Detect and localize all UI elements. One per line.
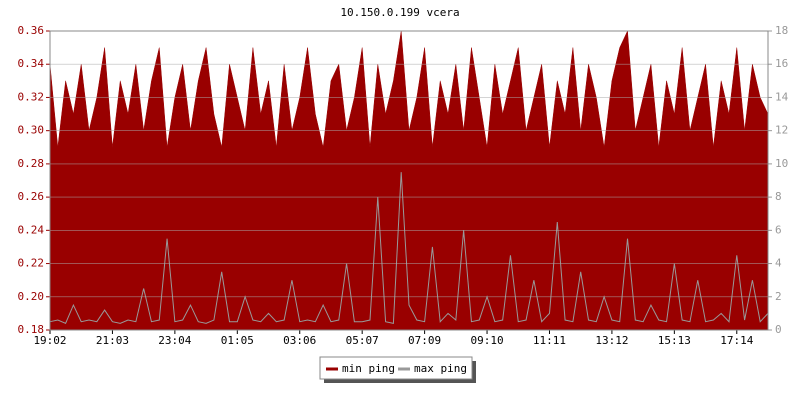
y2-tick-label: 8	[775, 190, 782, 203]
x-tick-label: 05:07	[346, 334, 379, 347]
x-tick-label: 11:11	[533, 334, 566, 347]
legend-box	[319, 356, 473, 380]
x-tick-label: 19:02	[33, 334, 66, 347]
y2-tick-label: 18	[775, 24, 788, 37]
y-tick-label: 0.22	[18, 257, 45, 270]
y2-tick-label: 4	[775, 257, 782, 270]
y2-tick-label: 6	[775, 223, 782, 236]
y-tick-label: 0.30	[18, 124, 45, 137]
x-tick-label: 21:03	[96, 334, 129, 347]
y-tick-label: 0.34	[18, 57, 45, 70]
x-tick-label: 13:12	[595, 334, 628, 347]
y2-tick-label: 10	[775, 157, 788, 170]
y2-tick-label: 16	[775, 57, 788, 70]
legend: min ping max ping	[319, 356, 476, 383]
y-tick-label: 0.28	[18, 157, 45, 170]
x-tick-label: 09:10	[470, 334, 503, 347]
line	[49, 172, 769, 325]
legend-label: min ping	[342, 362, 395, 375]
chart-title: 10.150.0.199 vcera	[340, 6, 459, 19]
x-tick-label: 03:06	[283, 334, 316, 347]
y-tick-label: 0.20	[18, 290, 45, 303]
x-tick-label: 07:09	[408, 334, 441, 347]
y2-tick-label: 12	[775, 124, 788, 137]
y2-tick-label: 14	[775, 90, 789, 103]
y2-tick-label: 0	[775, 323, 782, 336]
y-tick-label: 0.26	[18, 190, 45, 203]
x-tick-label: 23:04	[158, 334, 191, 347]
y-tick-label: 0.32	[18, 90, 45, 103]
x-tick-label: 15:13	[658, 334, 691, 347]
y2-tick-label: 2	[775, 290, 782, 303]
x-tick-label: 01:05	[221, 334, 254, 347]
legend-label: max ping	[414, 362, 467, 375]
y-tick-label: 0.36	[18, 24, 45, 37]
y-tick-label: 0.24	[18, 223, 45, 236]
y-tick-label: 0.18	[18, 323, 45, 336]
plot-frame	[49, 30, 769, 331]
x-tick-label: 17:14	[720, 334, 753, 347]
